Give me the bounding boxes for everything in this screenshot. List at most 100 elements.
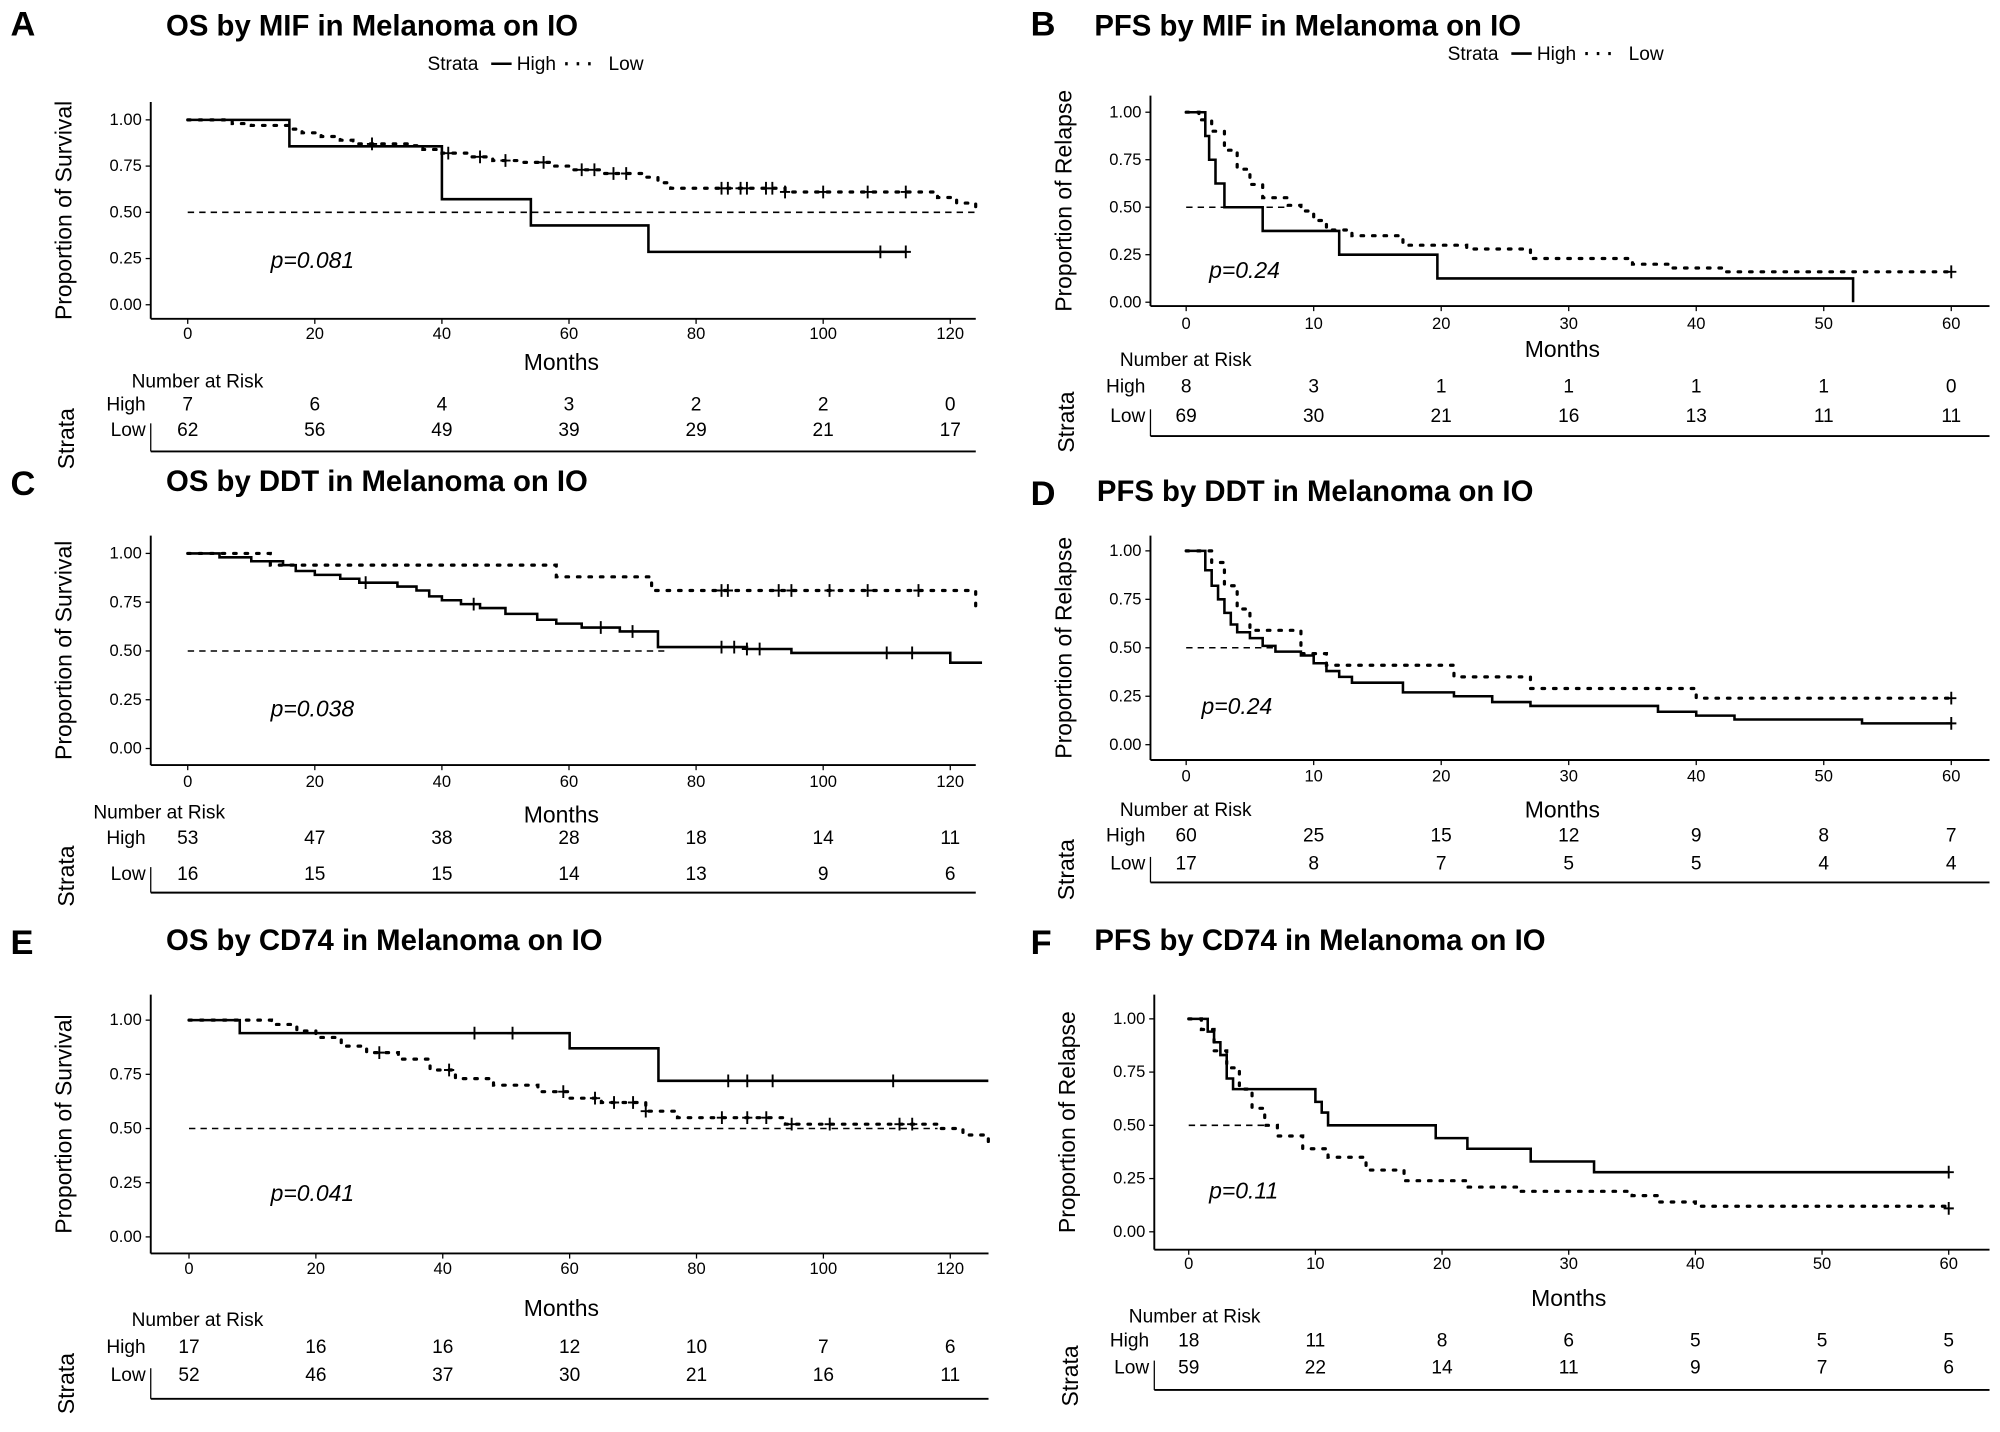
risk-count-high: 47 bbox=[304, 828, 325, 849]
p-value: p=0.038 bbox=[270, 696, 355, 722]
y-tick-label: 0.75 bbox=[1109, 589, 1141, 608]
censor-mark-low bbox=[374, 1046, 385, 1060]
x-tick-label: 120 bbox=[936, 1259, 964, 1278]
censor-mark-low bbox=[589, 1091, 601, 1105]
panel-letter: B bbox=[1031, 6, 1056, 44]
risk-count-low: 37 bbox=[432, 1365, 453, 1386]
legend-label-low: Low bbox=[1629, 44, 1664, 65]
panel-letter: A bbox=[10, 6, 35, 44]
risk-count-low: 15 bbox=[431, 864, 452, 885]
risk-count-high: 11 bbox=[940, 828, 960, 849]
risk-count-high: 6 bbox=[1563, 1331, 1574, 1352]
censor-mark-low bbox=[538, 156, 549, 169]
x-tick-label: 60 bbox=[560, 772, 578, 791]
panel-letter: F bbox=[1031, 924, 1052, 962]
x-tick-label: 40 bbox=[434, 1259, 452, 1278]
risk-count-low: 7 bbox=[1436, 854, 1447, 875]
risk-count-low: 29 bbox=[685, 420, 706, 441]
risk-count-high: 1 bbox=[1436, 377, 1447, 398]
risk-count-high: 2 bbox=[818, 395, 829, 416]
risk-row-label: Low bbox=[111, 864, 146, 885]
y-tick-label: 0.25 bbox=[1109, 245, 1141, 264]
legend-label-high: High bbox=[517, 54, 556, 75]
x-tick-label: 100 bbox=[810, 1259, 838, 1278]
km-curve-high bbox=[187, 552, 983, 664]
risk-count-high: 16 bbox=[305, 1337, 326, 1358]
chart-title: OS by CD74 in Melanoma on IO bbox=[166, 924, 603, 957]
censor-mark-low bbox=[767, 181, 778, 195]
risk-count-low: 30 bbox=[559, 1365, 580, 1386]
censor-mark-low bbox=[913, 584, 924, 597]
risk-count-low: 4 bbox=[1818, 854, 1829, 875]
risk-count-high: 6 bbox=[945, 1337, 956, 1358]
censor-mark-low bbox=[862, 185, 873, 199]
risk-count-low: 13 bbox=[685, 864, 706, 885]
y-axis-label: Proportion of Relapse bbox=[1054, 1011, 1080, 1233]
risk-count-low: 56 bbox=[304, 420, 325, 441]
risk-count-low: 21 bbox=[813, 420, 834, 441]
censor-mark-high bbox=[1943, 1165, 1954, 1179]
x-tick-label: 40 bbox=[1687, 314, 1705, 333]
censor-mark-low bbox=[558, 1085, 569, 1099]
risk-count-high: 8 bbox=[1181, 377, 1192, 398]
censor-mark-low bbox=[500, 154, 511, 167]
risk-row-label: High bbox=[1106, 377, 1145, 398]
risk-row-label: High bbox=[106, 828, 145, 849]
risk-strata-label: Strata bbox=[53, 1353, 79, 1414]
risk-count-high: 25 bbox=[1303, 826, 1324, 847]
censor-mark-low bbox=[786, 1117, 797, 1131]
censor-mark-low bbox=[608, 1096, 620, 1109]
y-tick-label: 0.50 bbox=[110, 1119, 142, 1138]
risk-count-high: 17 bbox=[178, 1337, 199, 1358]
censor-mark-low bbox=[741, 181, 753, 195]
risk-count-high: 16 bbox=[432, 1337, 453, 1358]
y-tick-label: 0.50 bbox=[1109, 638, 1141, 657]
risk-table-title: Number at Risk bbox=[1120, 800, 1252, 821]
panel-letter: E bbox=[10, 924, 33, 962]
legend-title: Strata bbox=[1448, 44, 1499, 65]
chart-title: OS by MIF in Melanoma on IO bbox=[166, 10, 578, 43]
x-tick-label: 50 bbox=[1813, 1254, 1831, 1273]
censor-mark-low bbox=[474, 150, 486, 164]
x-tick-label: 40 bbox=[433, 324, 451, 343]
risk-count-low: 9 bbox=[818, 864, 829, 885]
panel-c: C OS by DDT in Melanoma on IO 0.00 0.25 0.50… bbox=[10, 465, 983, 907]
censor-mark-low bbox=[907, 1117, 918, 1131]
x-tick-label: 60 bbox=[560, 324, 578, 343]
x-tick-label: 100 bbox=[809, 772, 837, 791]
chart-title: PFS by DDT in Melanoma on IO bbox=[1097, 475, 1533, 508]
censor-mark-high bbox=[741, 642, 753, 656]
risk-count-high: 3 bbox=[564, 395, 575, 416]
risk-count-high: 3 bbox=[1308, 377, 1319, 398]
y-tick-label: 0.25 bbox=[1113, 1169, 1145, 1188]
risk-row-label: Low bbox=[111, 1365, 146, 1386]
panel-e: E OS by CD74 in Melanoma on IO 0.00 0.25 0.5… bbox=[10, 924, 990, 1414]
y-tick-label: 0.50 bbox=[110, 202, 142, 221]
x-tick-label: 40 bbox=[1687, 767, 1705, 786]
y-tick-label: 0.50 bbox=[1113, 1115, 1145, 1134]
risk-count-low: 30 bbox=[1303, 406, 1324, 427]
y-tick-label: 0.00 bbox=[110, 295, 142, 314]
km-curve-low bbox=[1184, 110, 1953, 274]
risk-count-low: 22 bbox=[1305, 1357, 1326, 1378]
risk-count-high: 11 bbox=[1305, 1331, 1325, 1352]
censor-mark-high bbox=[716, 640, 727, 654]
censor-mark-high bbox=[595, 621, 606, 634]
risk-count-low: 9 bbox=[1690, 1357, 1701, 1378]
risk-count-high: 0 bbox=[945, 395, 956, 416]
x-tick-label: 30 bbox=[1560, 314, 1578, 333]
risk-count-low: 17 bbox=[940, 420, 961, 441]
censor-mark-low bbox=[608, 167, 619, 180]
risk-row-label: High bbox=[106, 395, 145, 416]
chart-title: OS by DDT in Melanoma on IO bbox=[166, 465, 588, 498]
y-tick-label: 0.00 bbox=[1109, 735, 1141, 754]
y-tick-label: 0.25 bbox=[1109, 686, 1141, 705]
y-tick-label: 0.75 bbox=[1109, 150, 1141, 169]
risk-count-low: 16 bbox=[1558, 406, 1579, 427]
risk-count-high: 12 bbox=[1558, 826, 1579, 847]
risk-row-label: Low bbox=[1110, 406, 1145, 427]
legend: Strata High Low bbox=[427, 54, 643, 75]
risk-strata-label: Strata bbox=[53, 845, 79, 906]
x-tick-label: 120 bbox=[936, 324, 964, 343]
